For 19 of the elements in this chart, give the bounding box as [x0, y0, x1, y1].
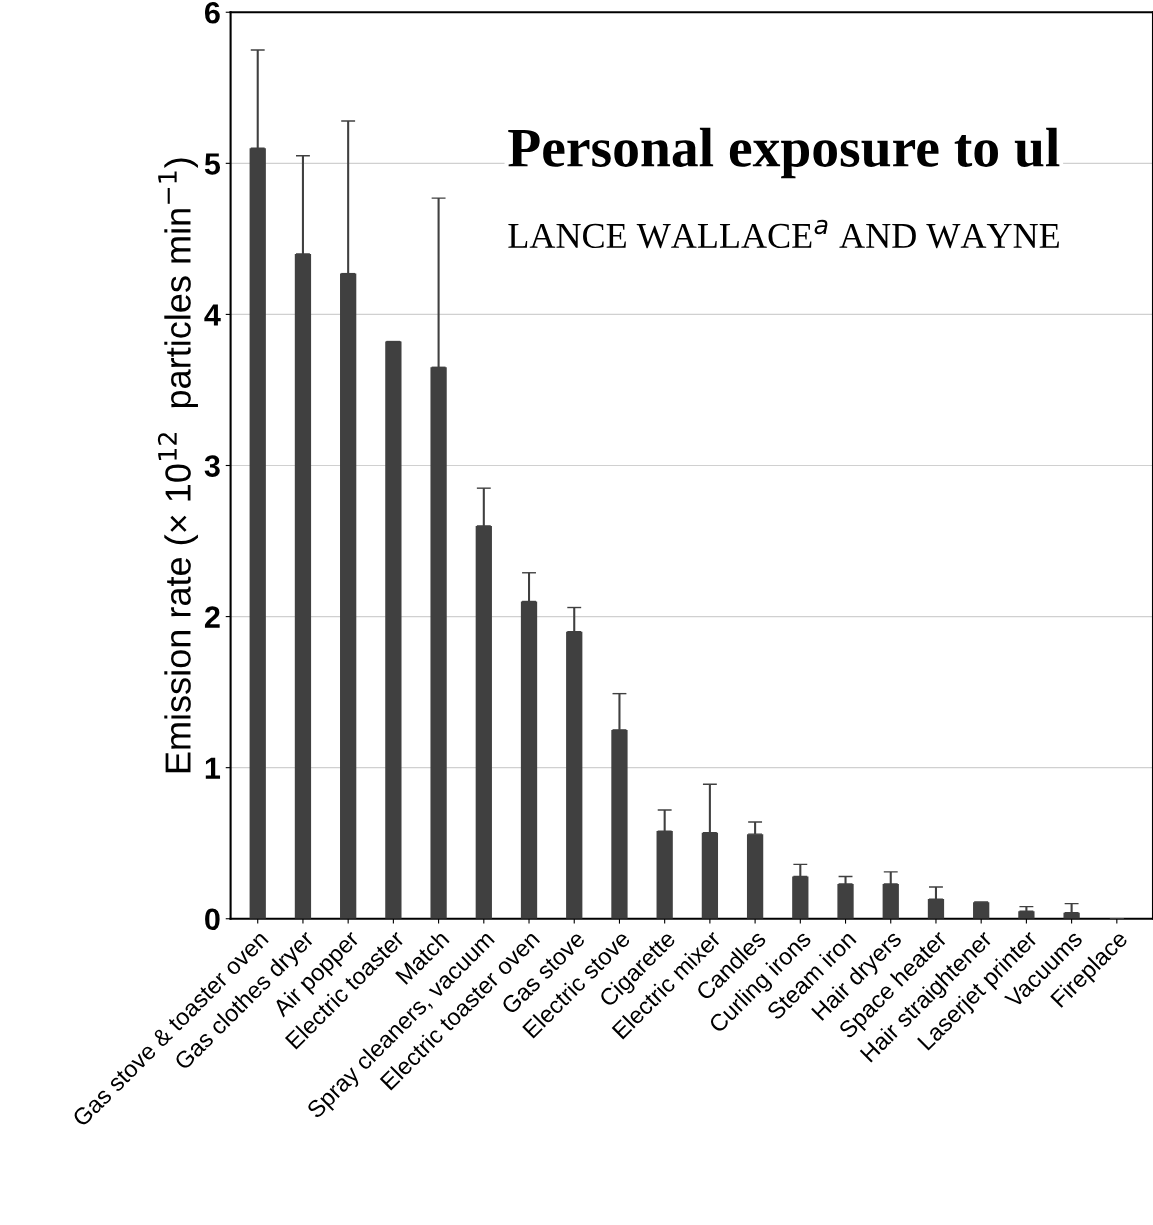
bar — [746, 834, 764, 919]
y-tick-label: 1 — [205, 757, 221, 779]
bar — [385, 341, 402, 919]
bar — [837, 884, 854, 919]
bar — [294, 253, 312, 919]
y-tick-label: 6 — [205, 1, 220, 24]
annotation: LANCE WALLACE$^{a}$ AND WAYNE — [508, 219, 1059, 249]
y-tick-label: 3 — [204, 455, 220, 477]
annotation: Personal exposure to ul — [508, 127, 1060, 179]
y-tick-label: 5 — [204, 153, 221, 175]
bar — [475, 525, 492, 919]
y-tick-label: 0 — [205, 908, 220, 931]
bar — [656, 831, 673, 919]
bar — [927, 899, 945, 919]
y-tick-label: 2 — [204, 606, 220, 628]
y-axis-title: Emission rate (× 10$^{12}$ particles min$^{−1}$) — [157, 158, 198, 773]
y-tick-label: 4 — [204, 304, 221, 326]
bar — [882, 884, 899, 919]
bar — [611, 729, 628, 919]
